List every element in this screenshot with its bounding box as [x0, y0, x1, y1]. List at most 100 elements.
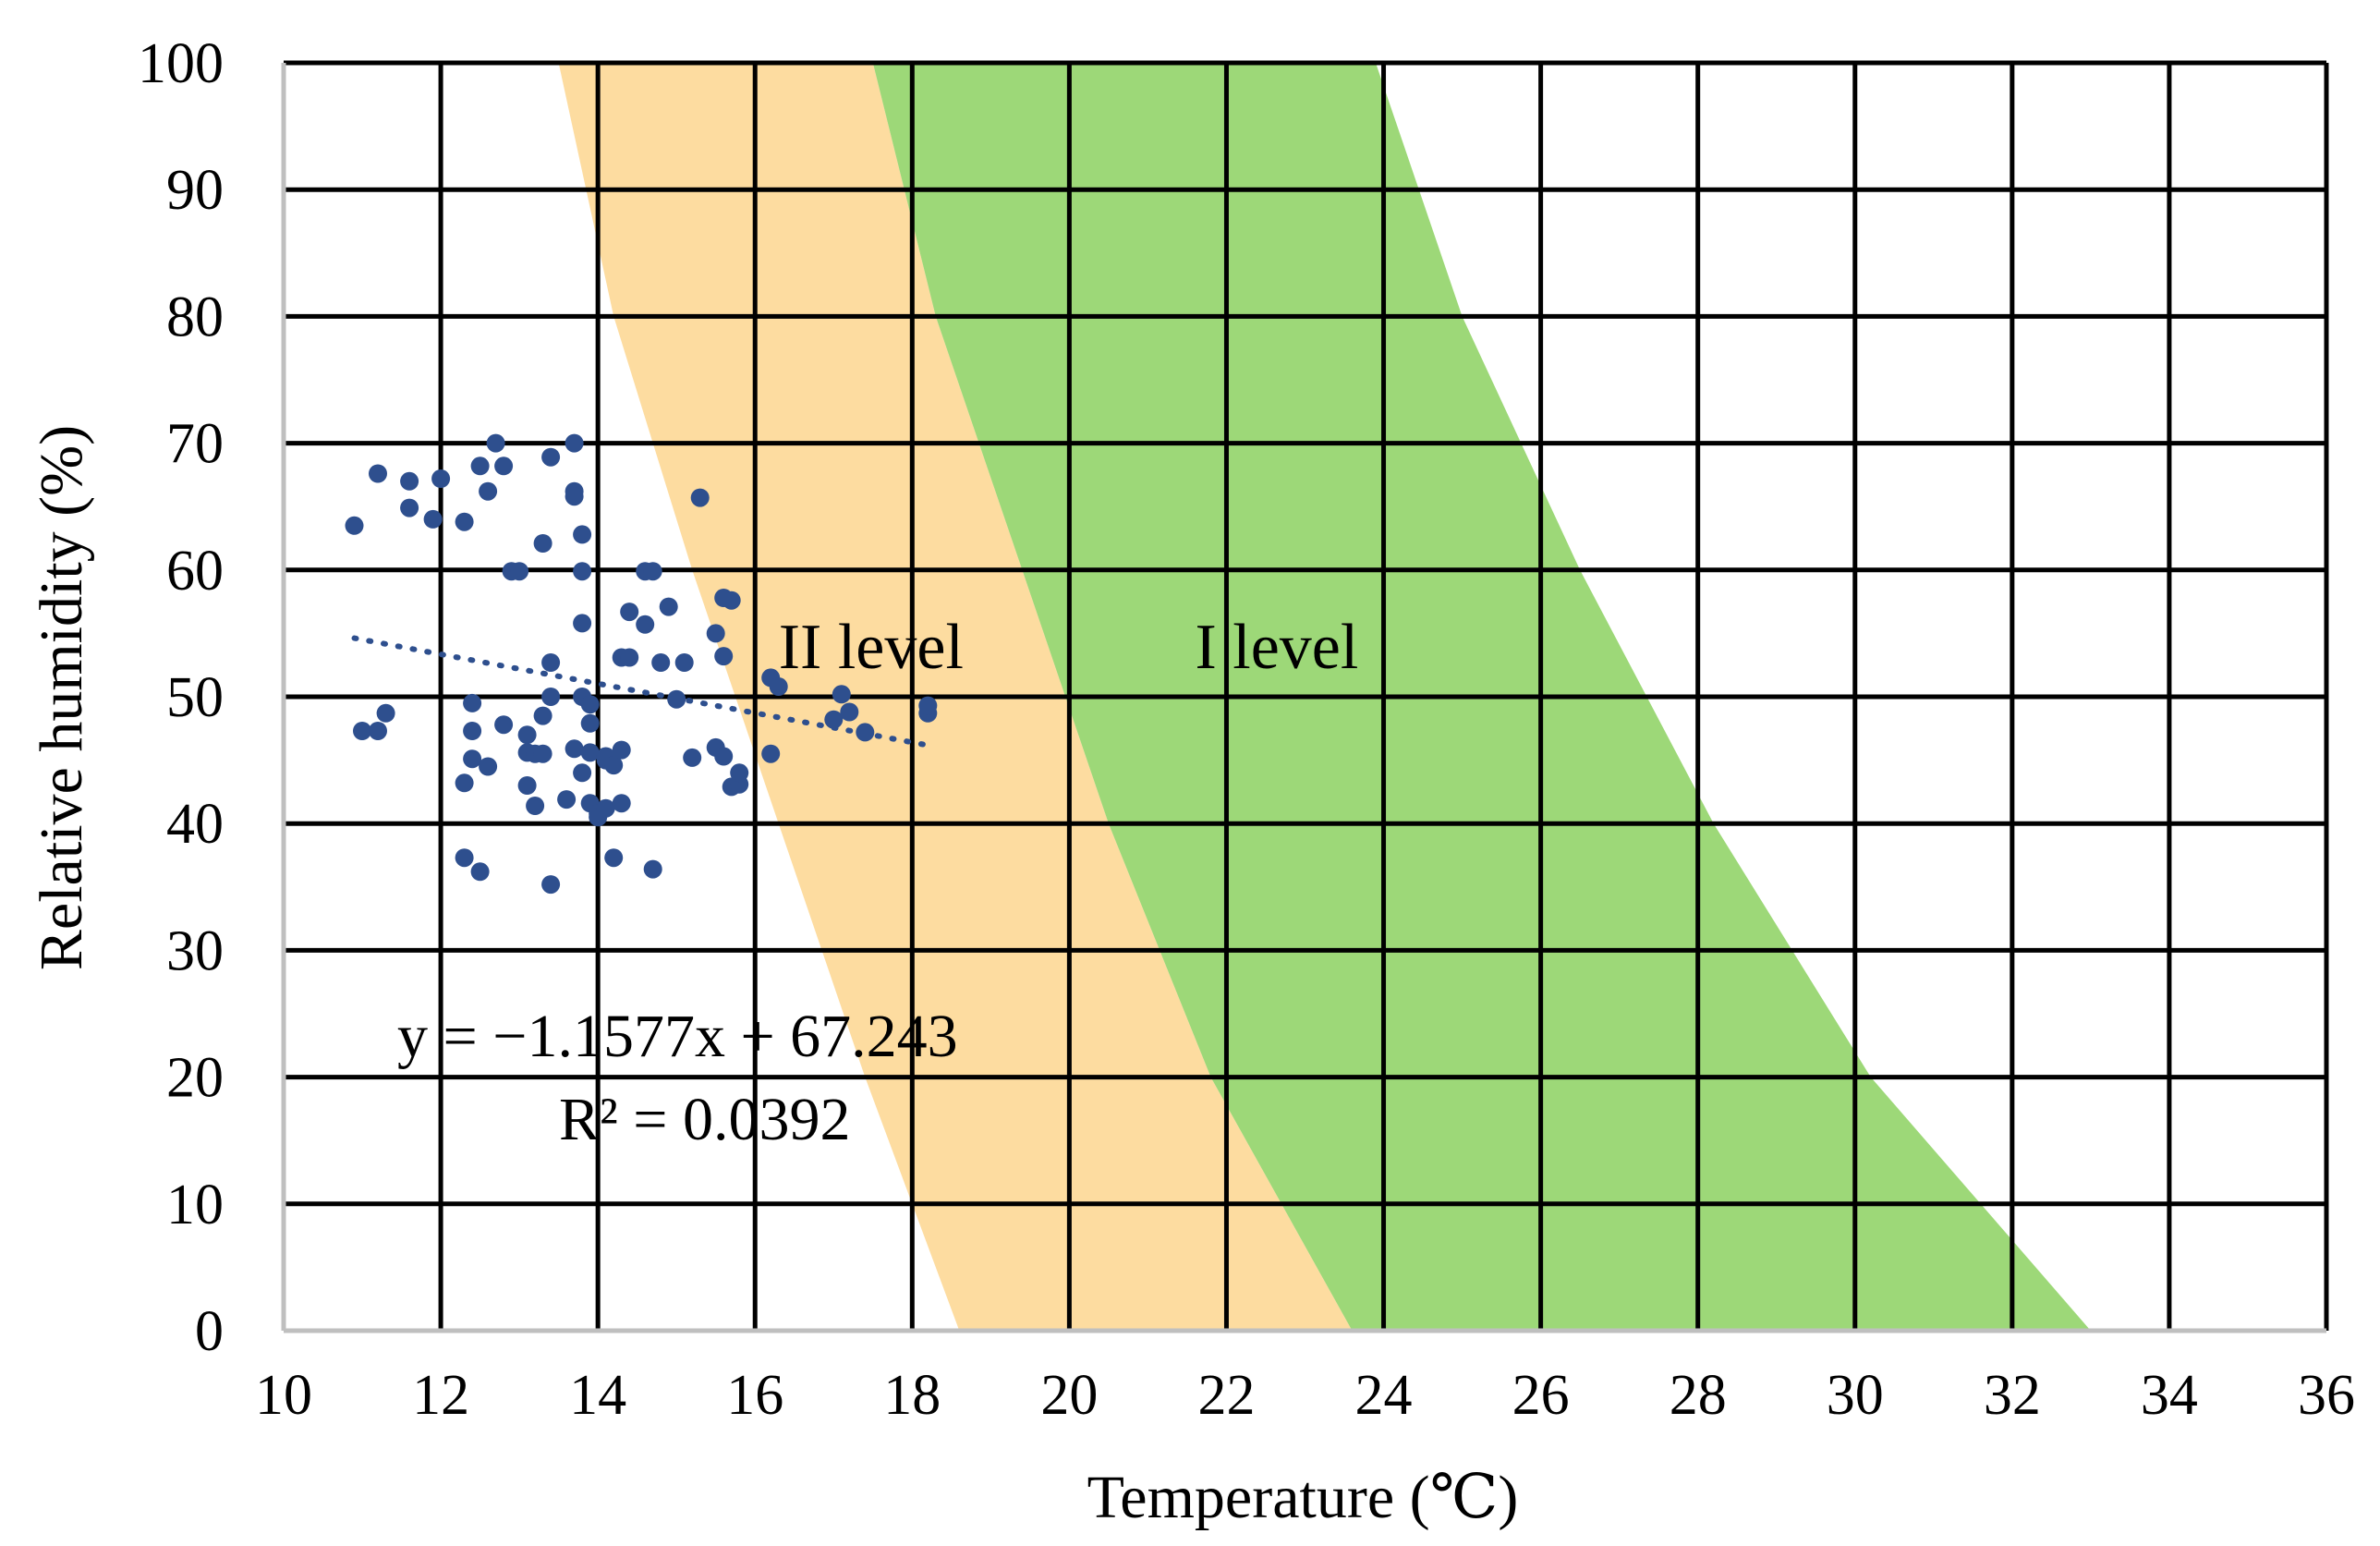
- x-tick-label: 28: [1670, 1364, 1727, 1427]
- data-point: [856, 723, 875, 742]
- data-point: [636, 615, 655, 634]
- data-point: [620, 603, 639, 622]
- data-point: [455, 773, 474, 793]
- x-tick-label: 16: [726, 1364, 783, 1427]
- data-point: [455, 848, 474, 868]
- r-squared-label: R² = 0.0392: [559, 1086, 851, 1153]
- y-tick-label: 50: [166, 666, 224, 729]
- data-point: [714, 747, 734, 766]
- x-tick-label: 14: [569, 1364, 626, 1427]
- data-point: [690, 488, 710, 507]
- data-point: [455, 512, 474, 531]
- data-point: [596, 798, 615, 818]
- data-point: [533, 706, 552, 725]
- y-tick-label: 20: [166, 1047, 224, 1110]
- y-tick-label: 30: [166, 919, 224, 982]
- y-tick-label: 90: [166, 159, 224, 222]
- x-axis-title: Temperature (℃): [1087, 1464, 1519, 1531]
- data-point: [533, 744, 552, 763]
- data-point: [517, 725, 537, 745]
- data-point: [769, 677, 788, 696]
- data-point: [423, 509, 443, 529]
- data-point: [517, 776, 537, 795]
- x-tick-label: 22: [1197, 1364, 1255, 1427]
- y-tick-label: 10: [166, 1174, 224, 1236]
- data-point: [714, 647, 734, 666]
- x-tick-label: 32: [1984, 1364, 2041, 1427]
- data-point: [651, 653, 671, 672]
- data-point: [369, 722, 387, 740]
- y-tick-label: 70: [166, 413, 224, 476]
- data-point: [541, 447, 561, 467]
- data-point: [479, 481, 498, 501]
- data-point: [573, 614, 592, 633]
- y-axis-title: Relative humidity (%): [28, 425, 95, 970]
- y-tick-label: 100: [138, 32, 224, 95]
- data-point: [470, 862, 490, 882]
- data-point: [494, 456, 514, 476]
- x-tick-label: 30: [1827, 1364, 1884, 1427]
- x-tick-label: 12: [412, 1364, 469, 1427]
- x-tick-label: 34: [2141, 1364, 2198, 1427]
- data-point: [643, 859, 662, 879]
- data-point: [612, 794, 631, 813]
- x-tick-label: 26: [1512, 1364, 1570, 1427]
- y-tick-label: 60: [166, 540, 224, 603]
- region-labels: II level I level: [779, 612, 1359, 683]
- data-point: [683, 748, 702, 767]
- data-point: [722, 590, 741, 610]
- data-point: [369, 464, 387, 483]
- data-point: [918, 696, 938, 715]
- data-point: [674, 653, 694, 672]
- data-point: [463, 722, 482, 740]
- data-point: [580, 695, 600, 714]
- data-point: [541, 875, 561, 895]
- data-point: [706, 624, 725, 643]
- data-point: [832, 685, 851, 704]
- data-point: [510, 562, 529, 581]
- axes: [281, 63, 2326, 1333]
- data-point: [730, 763, 749, 783]
- data-point: [573, 763, 592, 783]
- data-point: [667, 689, 686, 709]
- y-tick-label: 80: [166, 286, 224, 348]
- data-point: [565, 487, 584, 506]
- grid: [284, 60, 2329, 1331]
- data-point: [345, 516, 364, 535]
- data-point: [470, 456, 490, 476]
- data-point: [400, 471, 419, 491]
- x-tick-label: 20: [1040, 1364, 1098, 1427]
- data-point: [565, 739, 584, 759]
- y-tick-label: 40: [166, 793, 224, 856]
- data-point: [557, 790, 577, 810]
- data-point: [533, 534, 552, 553]
- data-point: [659, 597, 678, 616]
- y-tick-labels: 0 10 20 30 40 50 60 70 80 90 100: [138, 32, 224, 1363]
- data-point: [431, 469, 451, 488]
- region-label-i-level: I level: [1195, 612, 1358, 683]
- data-point: [604, 756, 624, 775]
- data-point: [353, 722, 371, 740]
- data-point: [824, 710, 844, 729]
- data-point: [541, 653, 561, 672]
- equation-label: y = −1.1577x + 67.243: [397, 1003, 958, 1070]
- data-point: [643, 562, 662, 581]
- data-point: [573, 525, 592, 544]
- scatter-points: [345, 433, 938, 895]
- data-point: [400, 498, 419, 517]
- data-point: [486, 433, 505, 453]
- data-point: [376, 703, 395, 723]
- y-tick-label: 0: [195, 1300, 224, 1363]
- data-point: [580, 713, 600, 733]
- data-point: [463, 749, 482, 769]
- data-point: [526, 797, 545, 815]
- data-point: [840, 702, 859, 722]
- data-point: [494, 715, 514, 735]
- data-point: [612, 740, 631, 760]
- data-point: [761, 744, 781, 763]
- x-tick-label: 24: [1355, 1364, 1413, 1427]
- x-tick-label: 36: [2298, 1364, 2355, 1427]
- data-point: [479, 757, 498, 776]
- region-label-ii-level: II level: [779, 612, 964, 683]
